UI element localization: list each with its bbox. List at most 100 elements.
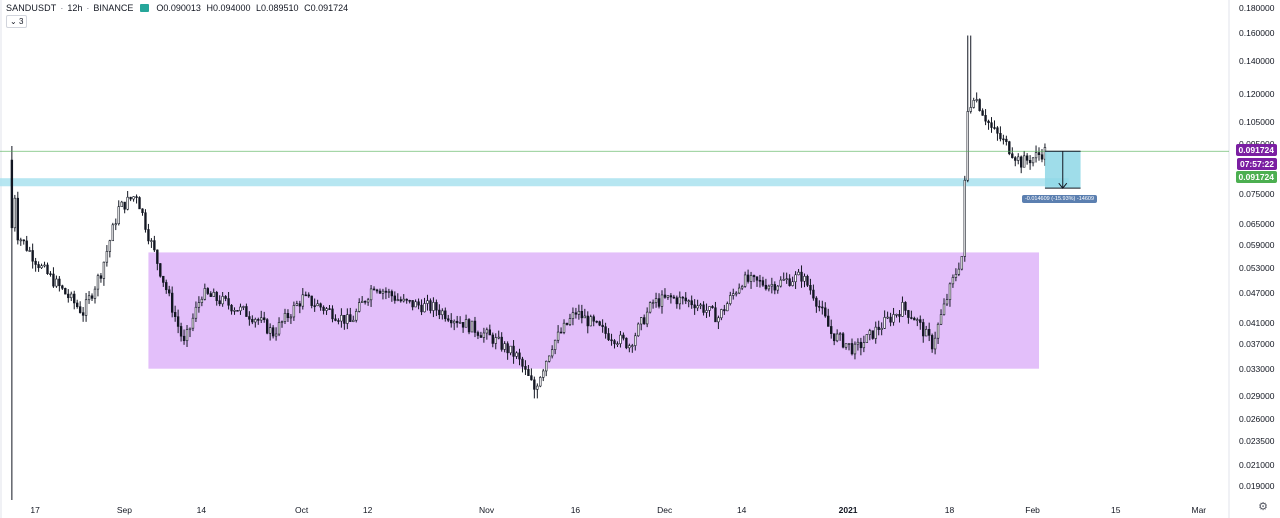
candle-body xyxy=(648,302,652,313)
candle-body xyxy=(702,304,705,313)
candle-body xyxy=(221,296,224,305)
candle-body xyxy=(78,306,82,313)
indicators-toggle-button[interactable]: ⌄ 3 xyxy=(6,15,28,28)
price-axis-tick: 0.053000 xyxy=(1239,262,1275,273)
time-axis-tick: 16 xyxy=(570,505,581,515)
time-axis-tick: 14 xyxy=(196,505,207,515)
candle-body xyxy=(411,300,414,308)
candle-body xyxy=(307,294,310,297)
candle-body xyxy=(622,334,625,339)
candle-body xyxy=(292,305,296,318)
candle-body xyxy=(346,314,349,324)
candle-body xyxy=(120,201,123,207)
candle-body xyxy=(726,303,729,312)
measure-label: -0.014609 (-15.93%) -14609 xyxy=(1021,195,1098,204)
candle-body xyxy=(75,302,79,308)
candle-body xyxy=(696,305,699,309)
candle-body xyxy=(880,328,883,330)
candle-body xyxy=(675,297,679,305)
candle-body xyxy=(705,310,708,313)
price-axis-tick: 0.095000 xyxy=(1239,139,1274,149)
candle-body xyxy=(651,302,655,304)
indicators-count: 3 xyxy=(18,17,24,26)
legend-separator: · xyxy=(86,3,90,13)
candle-body xyxy=(678,296,681,305)
candle-body xyxy=(1040,154,1044,160)
candle-body xyxy=(73,293,76,304)
candle-body xyxy=(717,317,720,323)
candle-body xyxy=(280,321,284,323)
candle-body xyxy=(518,352,521,360)
candle-body xyxy=(844,343,848,348)
time-axis-tick: 14 xyxy=(736,505,747,515)
candle-body xyxy=(850,343,854,355)
candle-body xyxy=(105,251,109,263)
candle-body xyxy=(150,240,153,242)
candle-body xyxy=(595,320,598,323)
candle-body xyxy=(847,343,851,345)
candle-body xyxy=(586,315,589,327)
candle-body xyxy=(832,333,836,342)
candle-body xyxy=(173,312,177,317)
open-label: O xyxy=(156,3,164,13)
candle-body xyxy=(1028,160,1032,164)
candle-body xyxy=(185,329,189,342)
candle-body xyxy=(340,314,343,322)
candle-body xyxy=(975,99,978,101)
candle-body xyxy=(735,292,738,295)
candle-body xyxy=(1020,156,1023,168)
candle-body xyxy=(378,290,382,294)
close-label: C xyxy=(304,3,311,13)
candle-body xyxy=(363,300,367,303)
candle-body xyxy=(1014,157,1017,161)
candle-body xyxy=(268,327,272,334)
candle-body xyxy=(233,310,236,312)
time-axis-tick: 12 xyxy=(362,505,373,515)
candle-body xyxy=(966,111,969,181)
candle-body xyxy=(49,273,52,275)
price-axis-tick: 0.019000 xyxy=(1239,481,1275,492)
candle-body xyxy=(476,332,480,336)
market-status-icon xyxy=(140,4,150,12)
candle-body xyxy=(31,250,34,262)
candle-body xyxy=(933,337,937,350)
candle-body xyxy=(467,319,471,333)
last-price-tag: 0.091724 xyxy=(1235,144,1277,157)
candle-body xyxy=(758,279,762,282)
candle-body xyxy=(271,327,275,337)
candle-body xyxy=(815,297,818,307)
candle-body xyxy=(740,286,744,289)
candle-body xyxy=(809,285,812,291)
candle-body xyxy=(524,366,527,370)
candle-body xyxy=(450,319,453,324)
legend-symbol[interactable]: SANDUSDT xyxy=(6,3,57,13)
candle-body xyxy=(405,298,408,301)
candle-body xyxy=(283,312,287,322)
candle-body xyxy=(360,300,364,303)
candle-body xyxy=(488,329,492,336)
chart-settings-gear-icon[interactable]: ⚙ xyxy=(1258,501,1268,513)
candle-body xyxy=(473,320,477,333)
candle-body xyxy=(218,300,221,305)
candle-body xyxy=(1017,156,1020,161)
candle-body xyxy=(527,369,530,376)
candle-body xyxy=(212,292,215,297)
candle-body xyxy=(114,223,117,226)
candle-body xyxy=(81,312,85,316)
candle-body xyxy=(930,335,934,350)
candle-body xyxy=(800,271,803,282)
candle-body xyxy=(156,249,159,264)
candle-body xyxy=(393,295,397,301)
candle-body xyxy=(681,296,684,299)
candle-body xyxy=(414,301,417,308)
candle-body xyxy=(295,303,299,306)
range-box xyxy=(148,252,1040,369)
candle-body xyxy=(910,317,913,319)
candle-body xyxy=(331,308,334,320)
legend-interval[interactable]: 12h xyxy=(67,3,83,13)
candle-body xyxy=(645,311,649,325)
candle-body xyxy=(687,300,690,302)
candle-body xyxy=(939,314,943,325)
candle-body xyxy=(987,120,990,124)
